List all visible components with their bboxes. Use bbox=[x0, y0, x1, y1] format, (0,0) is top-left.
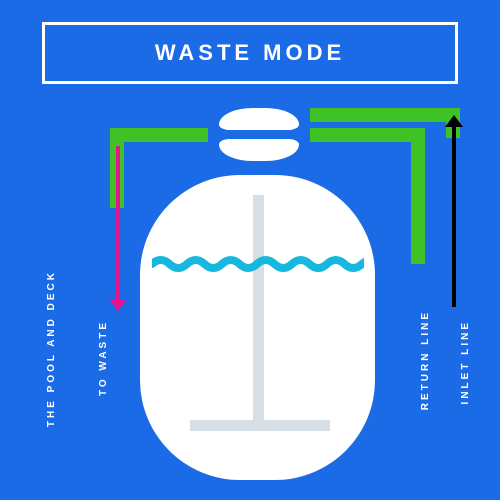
standpipe-vertical bbox=[253, 195, 264, 425]
inlet-arrow-stem bbox=[452, 127, 456, 307]
label-pool-and-deck: THE POOL AND DECK bbox=[46, 270, 57, 427]
valve-cap-top bbox=[219, 108, 299, 130]
title-text: WASTE MODE bbox=[155, 40, 345, 66]
pipe-left-horiz bbox=[110, 128, 208, 142]
to-waste-arrow-head-icon bbox=[109, 299, 127, 311]
label-inlet-line: INLET LINE bbox=[460, 320, 471, 404]
standpipe-lateral bbox=[190, 420, 330, 431]
label-to-waste: TO WASTE bbox=[98, 320, 109, 396]
to-waste-arrow-stem bbox=[116, 146, 120, 301]
label-return-line: RETURN LINE bbox=[420, 310, 431, 410]
pipe-right1-horiz bbox=[310, 128, 425, 142]
pipe-right2-horiz bbox=[310, 108, 460, 122]
title-box: WASTE MODE bbox=[42, 22, 458, 84]
pipe-right1-vert bbox=[411, 128, 425, 264]
inlet-arrow-head-icon bbox=[445, 115, 463, 127]
water-wave-icon bbox=[152, 250, 364, 278]
